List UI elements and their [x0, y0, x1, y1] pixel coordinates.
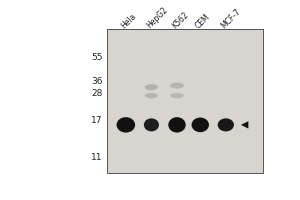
Text: 28: 28: [91, 89, 103, 98]
Polygon shape: [241, 121, 248, 129]
Text: 17: 17: [91, 116, 103, 125]
Ellipse shape: [168, 117, 186, 133]
Ellipse shape: [170, 83, 184, 89]
Text: 11: 11: [91, 153, 103, 162]
Text: Hela: Hela: [119, 12, 138, 30]
Text: HepG2: HepG2: [145, 5, 170, 30]
Ellipse shape: [144, 118, 159, 131]
Ellipse shape: [116, 117, 135, 133]
Ellipse shape: [170, 93, 184, 98]
Ellipse shape: [218, 118, 234, 131]
Ellipse shape: [145, 84, 158, 90]
Bar: [107, 29, 263, 173]
Ellipse shape: [191, 118, 209, 132]
Text: CEM: CEM: [194, 12, 212, 30]
Text: 55: 55: [91, 53, 103, 62]
Ellipse shape: [145, 93, 158, 98]
Text: K562: K562: [171, 10, 191, 30]
Text: MCF-7: MCF-7: [220, 7, 243, 30]
Text: 36: 36: [91, 77, 103, 86]
